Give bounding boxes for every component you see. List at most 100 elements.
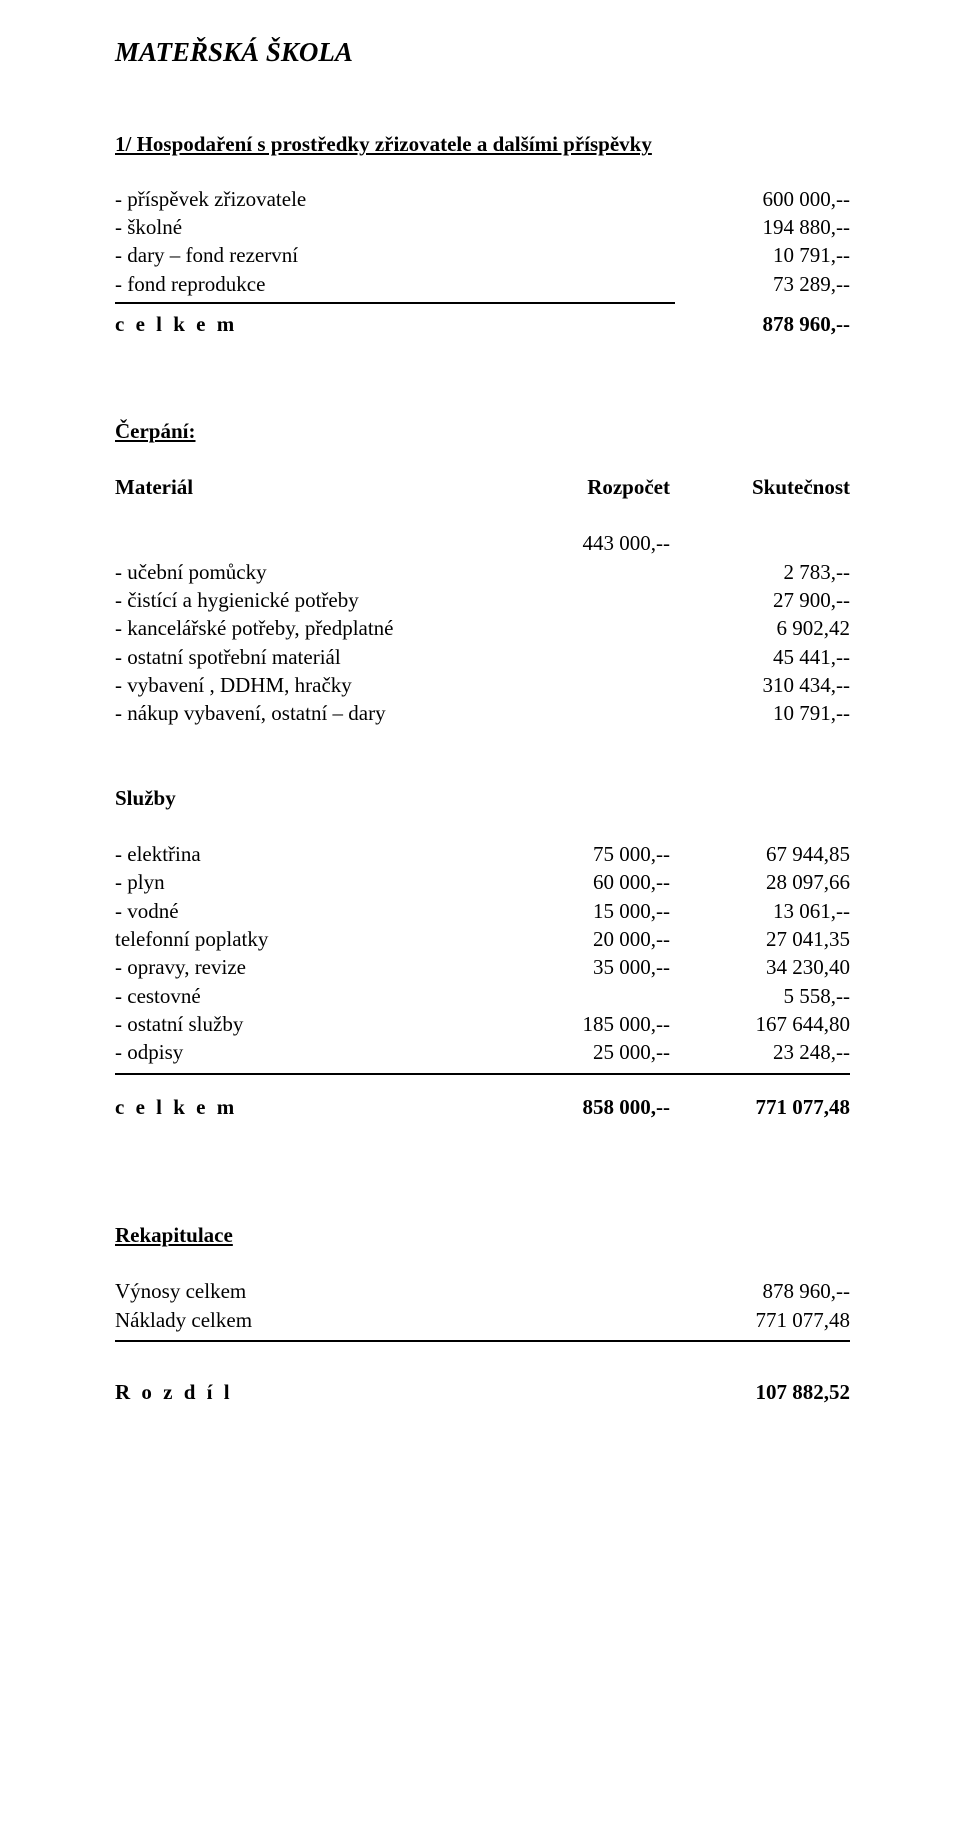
- total-value: 878 960,--: [670, 310, 850, 338]
- table-row: - učební pomůcky 2 783,--: [115, 558, 850, 586]
- row-mid: [490, 643, 680, 671]
- row-mid: 35 000,--: [490, 953, 680, 981]
- table-row: - čistící a hygienické potřeby 27 900,--: [115, 586, 850, 614]
- table-row: - příspěvek zřizovatele 600 000,--: [115, 185, 850, 213]
- row-value: 194 880,--: [670, 213, 850, 241]
- sluzby-total: c e l k e m 858 000,-- 771 077,48: [115, 1093, 850, 1121]
- result-mid: [490, 1378, 680, 1406]
- divider: [115, 1340, 850, 1342]
- col-rozpocet: Rozpočet: [490, 473, 680, 501]
- row-value: 27 900,--: [680, 586, 850, 614]
- row-label: Výnosy celkem: [115, 1277, 490, 1305]
- row-label: - kancelářské potřeby, předplatné: [115, 614, 490, 642]
- table-row: telefonní poplatky 20 000,-- 27 041,35: [115, 925, 850, 953]
- table-row: - kancelářské potřeby, předplatné 6 902,…: [115, 614, 850, 642]
- sluzby-heading: Služby: [115, 784, 850, 812]
- row-value: 67 944,85: [680, 840, 850, 868]
- cerpani-heading: Čerpání:: [115, 417, 850, 445]
- row-value: [680, 529, 850, 557]
- table-row: Výnosy celkem 878 960,--: [115, 1277, 850, 1305]
- row-label: Náklady celkem: [115, 1306, 490, 1334]
- section1-heading: 1/ Hospodaření s prostředky zřizovatele …: [115, 130, 850, 158]
- section1-total: c e l k e m 878 960,--: [115, 310, 850, 338]
- row-label: - fond reprodukce: [115, 270, 670, 298]
- row-value: 27 041,35: [680, 925, 850, 953]
- row-value: 600 000,--: [670, 185, 850, 213]
- table-row: - opravy, revize 35 000,-- 34 230,40: [115, 953, 850, 981]
- rekap-heading: Rekapitulace: [115, 1221, 850, 1249]
- row-mid: 75 000,--: [490, 840, 680, 868]
- row-label: - elektřina: [115, 840, 490, 868]
- divider: [115, 1073, 850, 1075]
- row-mid: [490, 1277, 680, 1305]
- table-row: - školné 194 880,--: [115, 213, 850, 241]
- rekap-result: R o z d í l 107 882,52: [115, 1378, 850, 1406]
- row-mid: 185 000,--: [490, 1010, 680, 1038]
- row-value: 45 441,--: [680, 643, 850, 671]
- row-mid: [490, 1306, 680, 1334]
- row-value: 167 644,80: [680, 1010, 850, 1038]
- table-row: - plyn 60 000,-- 28 097,66: [115, 868, 850, 896]
- table-row: - vodné 15 000,-- 13 061,--: [115, 897, 850, 925]
- table-row: - elektřina 75 000,-- 67 944,85: [115, 840, 850, 868]
- table-row: Náklady celkem 771 077,48: [115, 1306, 850, 1334]
- row-value: 10 791,--: [670, 241, 850, 269]
- row-mid: 60 000,--: [490, 868, 680, 896]
- row-budget: 443 000,--: [490, 529, 680, 557]
- total-value: 771 077,48: [680, 1093, 850, 1121]
- row-mid: [490, 699, 680, 727]
- table-row: - ostatní spotřební materiál 45 441,--: [115, 643, 850, 671]
- row-value: 28 097,66: [680, 868, 850, 896]
- row-mid: 25 000,--: [490, 1038, 680, 1066]
- row-mid: [490, 671, 680, 699]
- total-label: c e l k e m: [115, 1093, 490, 1121]
- row-label: - nákup vybavení, ostatní – dary: [115, 699, 490, 727]
- table-row: - vybavení , DDHM, hračky 310 434,--: [115, 671, 850, 699]
- col-skutecnost: Skutečnost: [680, 473, 850, 501]
- row-label: [115, 529, 490, 557]
- row-label: - čistící a hygienické potřeby: [115, 586, 490, 614]
- row-label: telefonní poplatky: [115, 925, 490, 953]
- row-value: 6 902,42: [680, 614, 850, 642]
- row-mid: 20 000,--: [490, 925, 680, 953]
- row-mid: [490, 614, 680, 642]
- result-label: R o z d í l: [115, 1378, 490, 1406]
- col-material: Materiál: [115, 473, 490, 501]
- total-label: c e l k e m: [115, 310, 670, 338]
- table-row: - odpisy 25 000,-- 23 248,--: [115, 1038, 850, 1066]
- total-mid: 858 000,--: [490, 1093, 680, 1121]
- row-value: 23 248,--: [680, 1038, 850, 1066]
- row-value: 310 434,--: [680, 671, 850, 699]
- table-row: - ostatní služby 185 000,-- 167 644,80: [115, 1010, 850, 1038]
- row-label: - vybavení , DDHM, hračky: [115, 671, 490, 699]
- result-value: 107 882,52: [680, 1378, 850, 1406]
- row-mid: [490, 558, 680, 586]
- table-row: - cestovné 5 558,--: [115, 982, 850, 1010]
- material-rows: - učební pomůcky 2 783,-- - čistící a hy…: [115, 558, 850, 728]
- row-label: - odpisy: [115, 1038, 490, 1066]
- row-label: - dary – fond rezervní: [115, 241, 670, 269]
- table-row: - dary – fond rezervní 10 791,--: [115, 241, 850, 269]
- row-value: 13 061,--: [680, 897, 850, 925]
- table-row: - fond reprodukce 73 289,--: [115, 270, 850, 298]
- row-label: - školné: [115, 213, 670, 241]
- divider: [115, 302, 675, 304]
- row-mid: [490, 982, 680, 1010]
- rekap-rows: Výnosy celkem 878 960,-- Náklady celkem …: [115, 1277, 850, 1334]
- row-mid: 15 000,--: [490, 897, 680, 925]
- row-label: - cestovné: [115, 982, 490, 1010]
- row-label: - ostatní služby: [115, 1010, 490, 1038]
- row-label: - opravy, revize: [115, 953, 490, 981]
- section1-rows: - příspěvek zřizovatele 600 000,-- - ško…: [115, 185, 850, 298]
- material-header: Materiál Rozpočet Skutečnost: [115, 473, 850, 501]
- row-mid: [490, 586, 680, 614]
- row-value: 34 230,40: [680, 953, 850, 981]
- row-label: - příspěvek zřizovatele: [115, 185, 670, 213]
- row-value: 2 783,--: [680, 558, 850, 586]
- row-label: - vodné: [115, 897, 490, 925]
- material-budget-row: 443 000,--: [115, 529, 850, 557]
- row-value: 5 558,--: [680, 982, 850, 1010]
- row-label: - učební pomůcky: [115, 558, 490, 586]
- sluzby-rows: - elektřina 75 000,-- 67 944,85 - plyn 6…: [115, 840, 850, 1067]
- row-label: - plyn: [115, 868, 490, 896]
